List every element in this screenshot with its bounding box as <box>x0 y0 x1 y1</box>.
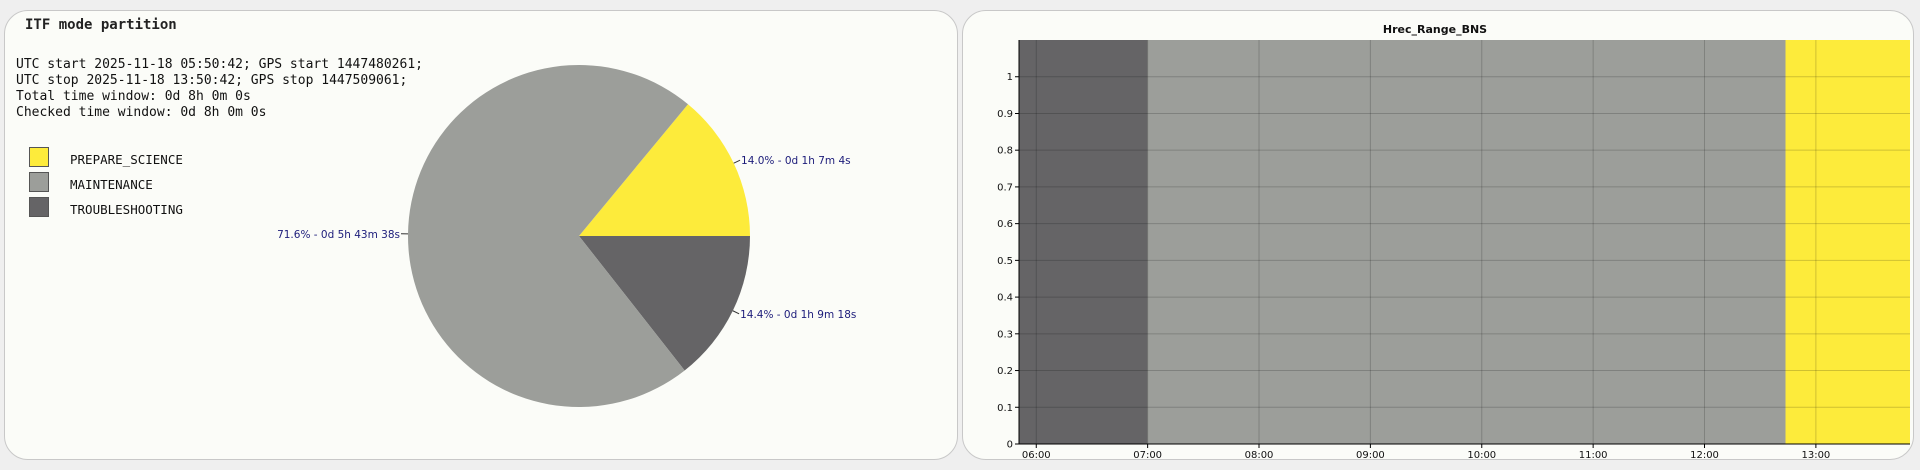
legend-swatch <box>29 172 49 192</box>
x-tick-label: 09:00 <box>1356 450 1385 460</box>
hrec-range-panel: Hrec_Range_BNS 0 0.1 0.2 0.3 0.4 0.5 0.6 0.7 0.8… <box>962 10 1914 460</box>
pie-label-leader <box>733 159 741 164</box>
time-window-info: UTC start 2025-11-18 05:50:42; GPS start… <box>16 57 423 121</box>
y-tick-label: 0.8 <box>997 146 1013 157</box>
segment-maintenance <box>1147 40 1786 444</box>
pie-slice-troubleshooting <box>579 236 750 371</box>
chart-title: Hrec_Range_BNS <box>1383 23 1487 36</box>
x-tick-label: 08:00 <box>1245 450 1274 460</box>
x-tick-label: 11:00 <box>1579 450 1608 460</box>
legend-label: PREPARE_SCIENCE <box>70 152 183 167</box>
pie-slice-label: 14.0% - 0d 1h 7m 4s <box>741 155 851 167</box>
x-tick-label: 13:00 <box>1801 450 1830 460</box>
y-tick-label: 0.6 <box>997 219 1013 230</box>
x-tick-label: 07:00 <box>1133 450 1162 460</box>
legend-label: TROUBLESHOOTING <box>70 202 183 217</box>
y-tick-label: 0.2 <box>997 366 1013 377</box>
y-tick-label: 0.7 <box>997 182 1013 193</box>
y-tick-label: 0.9 <box>997 109 1013 120</box>
mode-partition-panel: ITF mode partition UTC start 2025-11-18 … <box>4 10 958 460</box>
info-total-window: Total time window: 0d 8h 0m 0s <box>16 89 251 104</box>
legend-swatch <box>29 147 49 167</box>
pie-slice-prepare-science <box>579 104 750 236</box>
y-tick-label: 0.1 <box>997 403 1013 414</box>
y-tick-label: 0 <box>1007 440 1013 451</box>
pie-slice-label: 71.6% - 0d 5h 43m 38s <box>277 229 400 241</box>
legend-label: MAINTENANCE <box>70 177 153 192</box>
pie-chart: 14.0% - 0d 1h 7m 4s 14.4% - 0d 1h 9m 18s 7… <box>277 64 856 407</box>
segment-prepare-science <box>1785 40 1910 444</box>
x-tick-label: 12:00 <box>1690 450 1719 460</box>
y-tick-label: 1 <box>1007 72 1013 83</box>
x-tick-label: 06:00 <box>1022 450 1051 460</box>
panel-title: ITF mode partition <box>25 17 177 33</box>
pie-slice-label: 14.4% - 0d 1h 9m 18s <box>740 309 856 321</box>
y-tick-label: 0.3 <box>997 329 1013 340</box>
legend-swatch <box>29 197 49 217</box>
info-utc-start: UTC start 2025-11-18 05:50:42; GPS start… <box>16 57 423 72</box>
info-utc-stop: UTC stop 2025-11-18 13:50:42; GPS stop 1… <box>16 73 408 88</box>
pie-label-leader <box>732 310 740 315</box>
time-series-chart: Hrec_Range_BNS 0 0.1 0.2 0.3 0.4 0.5 0.6 0.7 0.8… <box>997 23 1910 460</box>
y-tick-label: 0.4 <box>997 293 1013 304</box>
info-checked-window: Checked time window: 0d 8h 0m 0s <box>16 105 267 120</box>
x-tick-label: 10:00 <box>1467 450 1496 460</box>
pie-slice-maintenance <box>408 64 688 407</box>
y-tick-label: 0.5 <box>997 256 1013 267</box>
segment-troubleshooting <box>1019 40 1148 444</box>
